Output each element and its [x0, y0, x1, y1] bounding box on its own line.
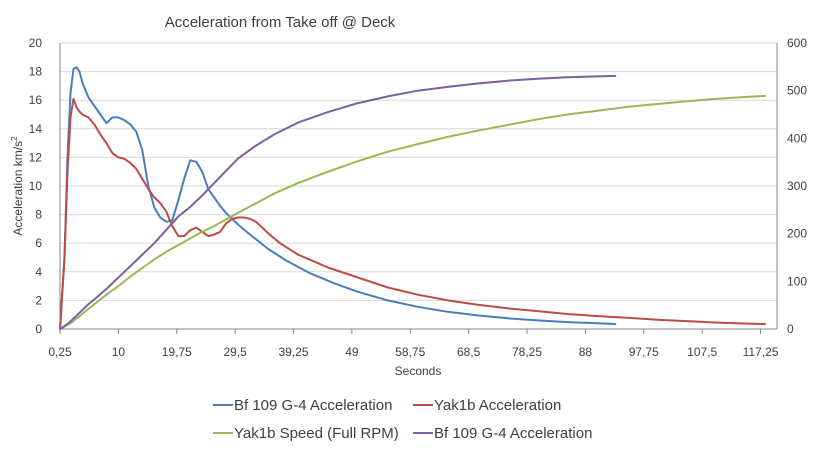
legend-label-2: Yak1b Acceleration	[434, 397, 561, 414]
y-axis-label-main: Acceleration km/s	[11, 141, 25, 236]
x-tick-label: 19,75	[162, 345, 192, 359]
x-tick-label: 117,25	[743, 345, 779, 359]
x-tick-label: 39,25	[278, 345, 308, 359]
right-tick-label: 600	[787, 36, 807, 50]
series-line-3	[59, 94, 766, 330]
x-tick-label: 58,75	[395, 345, 425, 359]
left-tick-label: 10	[29, 179, 43, 193]
series-line-4	[59, 74, 617, 330]
left-tick-label: 20	[29, 36, 43, 50]
legend: Bf 109 G-4 Acceleration Yak1b Acceleratio…	[213, 397, 592, 442]
right-tick-label: 100	[787, 274, 807, 288]
series-layer	[59, 66, 766, 330]
grid	[60, 42, 777, 301]
x-tick-label: 88	[579, 345, 593, 359]
right-tick-label: 400	[787, 131, 807, 145]
x-tick-label: 0,25	[48, 345, 72, 359]
left-tick-label: 8	[35, 208, 42, 222]
x-tick-label: 97,75	[629, 345, 659, 359]
left-tick-label: 14	[29, 122, 43, 136]
left-tick-label: 0	[35, 322, 42, 336]
right-tick-label: 200	[787, 227, 807, 241]
y-axis-label-superscript: 2	[10, 136, 19, 141]
x-tick-label: 68,5	[457, 345, 481, 359]
legend-label-4: Bf 109 G-4 Acceleration	[434, 425, 592, 442]
x-tick-label: 49	[345, 345, 359, 359]
left-tick-label: 12	[29, 150, 43, 164]
legend-label-1: Bf 109 G-4 Acceleration	[234, 397, 392, 414]
right-tick-label: 0	[787, 322, 794, 336]
right-tick-label: 500	[787, 84, 807, 98]
left-tick-label: 4	[35, 265, 42, 279]
left-tick-label: 2	[35, 293, 42, 307]
series-line-1	[59, 66, 617, 330]
x-tick-label: 29,5	[223, 345, 247, 359]
axes: 0246810121416182001002003004005006000,25…	[29, 36, 808, 359]
left-tick-label: 18	[29, 65, 43, 79]
x-tick-label: 78,25	[512, 345, 542, 359]
legend-label-3: Yak1b Speed (Full RPM)	[234, 425, 399, 442]
right-tick-label: 300	[787, 179, 807, 193]
x-tick-label: 107,5	[687, 345, 717, 359]
y-axis-label: Acceleration km/s2	[10, 136, 25, 236]
chart-title: Acceleration from Take off @ Deck	[165, 14, 396, 31]
left-tick-label: 6	[35, 236, 42, 250]
series-line-2	[59, 97, 766, 330]
left-tick-label: 16	[29, 93, 43, 107]
x-tick-label: 10	[112, 345, 126, 359]
x-axis-label: Seconds	[395, 364, 442, 378]
